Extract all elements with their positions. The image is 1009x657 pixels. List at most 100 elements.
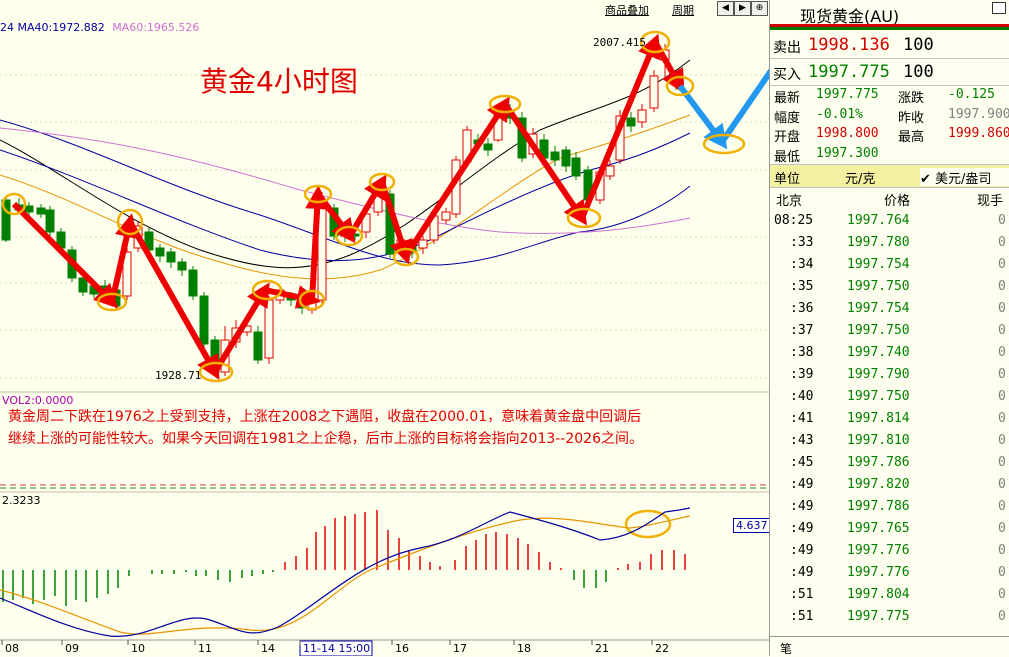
vol-label: VOL2:0.0000 xyxy=(2,394,74,407)
price-low-label: 1928.71 xyxy=(155,369,202,382)
highlight-circle xyxy=(96,292,128,312)
period-link[interactable]: 周期 xyxy=(672,4,694,17)
tick-price: 1997.814 xyxy=(847,411,910,426)
x-axis-label: 11 xyxy=(198,642,212,655)
tick-time: :45 xyxy=(790,455,814,470)
candle-body xyxy=(550,151,560,161)
stat-label: 昨收 xyxy=(898,110,925,126)
candle-body xyxy=(155,247,165,257)
tick-time: :49 xyxy=(790,477,814,492)
highlight-circle xyxy=(639,30,671,54)
tick-row[interactable]: :49 1997.820 0 xyxy=(770,474,1009,496)
trend-arrow-red xyxy=(403,96,510,258)
tick-row[interactable]: :39 1997.790 0 xyxy=(770,364,1009,386)
tick-price: 1997.776 xyxy=(847,543,910,558)
tick-volume: 0 xyxy=(998,433,1006,448)
quote-header: 现货黄金(AU) xyxy=(770,0,1009,30)
candle-body xyxy=(24,205,34,213)
tick-row[interactable]: :51 1997.775 0 xyxy=(770,606,1009,628)
tick-row[interactable]: :43 1997.810 0 xyxy=(770,430,1009,452)
tick-row[interactable]: :35 1997.750 0 xyxy=(770,276,1009,298)
zoom-icon[interactable]: ⊕ xyxy=(751,1,768,16)
window-maximize-icon[interactable] xyxy=(992,2,1006,14)
buy-row[interactable]: 买入 1997.775 100 xyxy=(770,59,1009,85)
tick-row[interactable]: :40 1997.750 0 xyxy=(770,386,1009,408)
stat-value: -0.125 xyxy=(948,87,995,102)
stat-label: 最高 xyxy=(898,130,925,145)
highlight-circle xyxy=(251,279,283,301)
tick-volume: 0 xyxy=(998,411,1006,426)
tick-time: :37 xyxy=(790,323,814,338)
trend-arrow-red xyxy=(212,282,270,374)
scroll-right-icon[interactable]: ▶ xyxy=(734,1,751,16)
tick-time: :36 xyxy=(790,301,814,316)
tick-row[interactable]: :36 1997.754 0 xyxy=(770,298,1009,320)
tick-row[interactable]: 08:25 1997.764 0 xyxy=(770,210,1009,232)
highlight-circle xyxy=(392,247,420,267)
chart-canvas[interactable]: 08 09 10 11 14 11-14 15:00 16 17 18 21 22 xyxy=(0,0,769,656)
tick-row[interactable]: :33 1997.780 0 xyxy=(770,232,1009,254)
tick-row[interactable]: :49 1997.765 0 xyxy=(770,518,1009,540)
tick-row[interactable]: :41 1997.814 0 xyxy=(770,408,1009,430)
tick-time: :35 xyxy=(790,279,814,294)
x-axis-label: 17 xyxy=(453,642,467,655)
tick-volume: 0 xyxy=(998,455,1006,470)
scroll-left-icon[interactable]: ◀ xyxy=(717,1,734,16)
candlestick-chart-area[interactable]: 08 09 10 11 14 11-14 15:00 16 17 18 21 22 24 MA40:… xyxy=(0,0,771,656)
tick-row[interactable]: :49 1997.786 0 xyxy=(770,496,1009,518)
tick-volume: 0 xyxy=(998,499,1006,514)
tick-row[interactable]: :37 1997.750 0 xyxy=(770,320,1009,342)
stat-value: 1997.775 xyxy=(816,87,879,102)
analysis-commentary: 黄金周二下跌在1976之上受到支持，上涨在2008之下遇阻，收盘在2000.01… xyxy=(8,406,643,450)
tick-price: 1997.765 xyxy=(847,521,910,536)
tick-volume: 0 xyxy=(998,345,1006,360)
tick-row[interactable]: :45 1997.786 0 xyxy=(770,452,1009,474)
stat-value: 1997.900 xyxy=(948,106,1009,122)
tick-price: 1997.750 xyxy=(847,279,910,294)
candle-body xyxy=(122,251,132,297)
panel-footer: 笔 xyxy=(770,636,1009,657)
trend-arrow-red xyxy=(502,102,588,226)
unit-row[interactable]: 单位 元/克 ✔ 美元/盎司 xyxy=(770,164,1009,188)
tick-time: :39 xyxy=(790,367,814,382)
x-axis-label: 09 xyxy=(65,642,79,655)
tick-time: :49 xyxy=(790,565,814,580)
tick-row[interactable]: :34 1997.754 0 xyxy=(770,254,1009,276)
tick-price: 1997.780 xyxy=(847,235,910,250)
macd-label: 2.3233 xyxy=(2,494,41,507)
header-green-bar xyxy=(770,27,1009,30)
unit-option-toggle[interactable]: ✔ 美元/盎司 xyxy=(920,168,1009,186)
stat-label: 最新 xyxy=(774,91,801,106)
tick-volume: 0 xyxy=(998,587,1006,602)
trend-arrow-red xyxy=(109,213,139,303)
quote-panel: 现货黄金(AU) 卖出 1998.136 100 买入 1997.775 100… xyxy=(769,0,1009,656)
highlight-circle xyxy=(1,192,27,216)
highlight-circle xyxy=(368,172,396,192)
tick-row[interactable]: :38 1997.740 0 xyxy=(770,342,1009,364)
buy-price: 1997.775 xyxy=(808,62,890,82)
tick-time: :51 xyxy=(790,609,814,624)
overlay-products-link[interactable]: 商品叠加 xyxy=(605,4,649,17)
footer-label[interactable]: 笔 xyxy=(780,642,793,656)
highlight-circle xyxy=(624,509,672,539)
ticks-header-volume: 现手 xyxy=(977,194,1004,209)
tick-price: 1997.764 xyxy=(847,213,910,228)
tick-row[interactable]: :49 1997.776 0 xyxy=(770,562,1009,584)
ticks-header-price: 价格 xyxy=(884,194,911,209)
candle-body xyxy=(36,207,46,215)
tick-row[interactable]: :51 1997.804 0 xyxy=(770,584,1009,606)
highlight-circle xyxy=(116,208,144,236)
highlight-circle xyxy=(303,184,333,204)
stat-label: 最低 xyxy=(774,149,801,165)
sell-row[interactable]: 卖出 1998.136 100 xyxy=(770,32,1009,58)
price-grid xyxy=(0,74,769,379)
x-axis-label: 18 xyxy=(517,642,531,655)
trend-arrow-red xyxy=(11,201,119,309)
ma60-label: MA60:1965.526 xyxy=(112,21,200,34)
tick-volume: 0 xyxy=(998,565,1006,580)
unit-label: 单位 xyxy=(774,172,801,187)
tick-row[interactable]: :49 1997.776 0 xyxy=(770,540,1009,562)
candle-body xyxy=(561,149,571,167)
tick-volume: 0 xyxy=(998,367,1006,382)
candle-body xyxy=(177,261,187,271)
